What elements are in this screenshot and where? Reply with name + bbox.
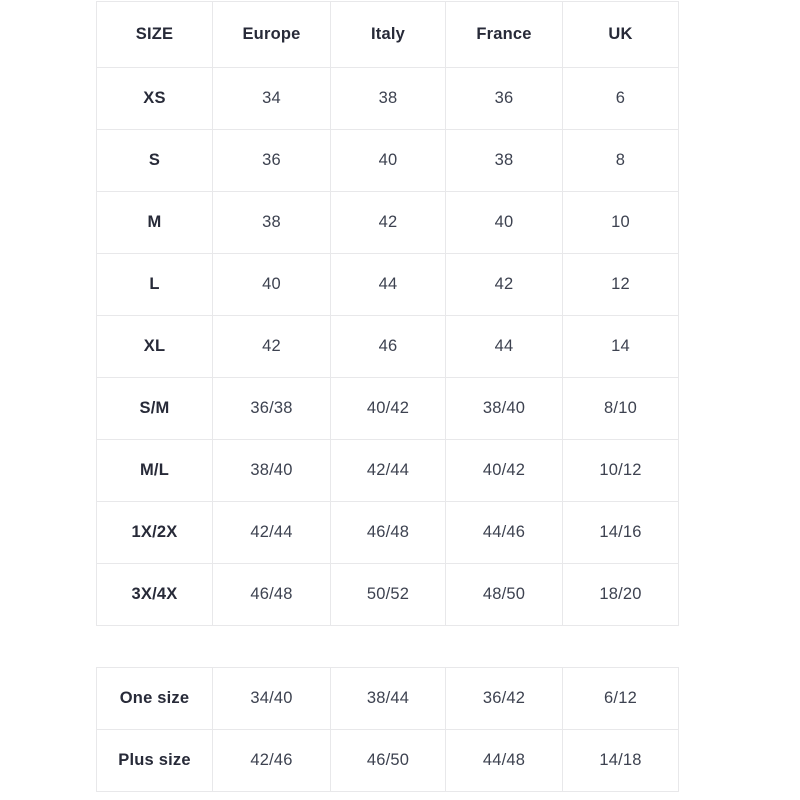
cell-italy: 44: [330, 253, 446, 316]
table-row: XL 42 46 44 14: [96, 315, 679, 378]
cell-italy: 46: [330, 315, 446, 378]
column-header-uk: UK: [562, 1, 679, 68]
cell-france: 44: [445, 315, 563, 378]
table-row: 3X/4X 46/48 50/52 48/50 18/20: [96, 563, 679, 626]
table-row: L 40 44 42 12: [96, 253, 679, 316]
row-label: One size: [96, 667, 213, 730]
cell-italy: 46/48: [330, 501, 446, 564]
row-label: XS: [96, 67, 213, 130]
cell-uk: 6/12: [562, 667, 679, 730]
cell-france: 44/46: [445, 501, 563, 564]
table-row: S 36 40 38 8: [96, 129, 679, 192]
cell-europe: 34/40: [212, 667, 331, 730]
table-body: One size 34/40 38/44 36/42 6/12 Plus siz…: [96, 667, 679, 792]
row-label: S: [96, 129, 213, 192]
column-header-europe: Europe: [212, 1, 331, 68]
cell-uk: 14/18: [562, 729, 679, 792]
cell-italy: 42/44: [330, 439, 446, 502]
table-body: XS 34 38 36 6 S 36 40 38 8 M 38 42: [96, 67, 679, 626]
row-label: L: [96, 253, 213, 316]
cell-france: 38: [445, 129, 563, 192]
cell-uk: 12: [562, 253, 679, 316]
table-row: 1X/2X 42/44 46/48 44/46 14/16: [96, 501, 679, 564]
cell-france: 40/42: [445, 439, 563, 502]
cell-europe: 36/38: [212, 377, 331, 440]
table-row: M 38 42 40 10: [96, 191, 679, 254]
table-row: M/L 38/40 42/44 40/42 10/12: [96, 439, 679, 502]
cell-france: 48/50: [445, 563, 563, 626]
cell-europe: 36: [212, 129, 331, 192]
row-label: 3X/4X: [96, 563, 213, 626]
cell-italy: 50/52: [330, 563, 446, 626]
cell-uk: 8: [562, 129, 679, 192]
cell-uk: 14/16: [562, 501, 679, 564]
column-header-france: France: [445, 1, 563, 68]
cell-france: 36/42: [445, 667, 563, 730]
standard-size-table-container: SIZE Europe Italy France UK XS 34 38 36 …: [96, 1, 679, 626]
cell-france: 38/40: [445, 377, 563, 440]
cell-italy: 40/42: [330, 377, 446, 440]
table-header: SIZE Europe Italy France UK: [96, 1, 679, 68]
cell-italy: 46/50: [330, 729, 446, 792]
one-size-table-container: One size 34/40 38/44 36/42 6/12 Plus siz…: [96, 667, 679, 792]
cell-europe: 42/44: [212, 501, 331, 564]
cell-europe: 38: [212, 191, 331, 254]
table-row: XS 34 38 36 6: [96, 67, 679, 130]
cell-italy: 38: [330, 67, 446, 130]
table-row: One size 34/40 38/44 36/42 6/12: [96, 667, 679, 730]
cell-italy: 38/44: [330, 667, 446, 730]
row-label: 1X/2X: [96, 501, 213, 564]
row-label: M/L: [96, 439, 213, 502]
cell-europe: 40: [212, 253, 331, 316]
cell-europe: 38/40: [212, 439, 331, 502]
cell-italy: 42: [330, 191, 446, 254]
table-row: S/M 36/38 40/42 38/40 8/10: [96, 377, 679, 440]
cell-uk: 10/12: [562, 439, 679, 502]
column-header-size: SIZE: [96, 1, 213, 68]
cell-uk: 18/20: [562, 563, 679, 626]
cell-europe: 46/48: [212, 563, 331, 626]
row-label: XL: [96, 315, 213, 378]
standard-size-table: SIZE Europe Italy France UK XS 34 38 36 …: [96, 1, 679, 626]
column-header-italy: Italy: [330, 1, 446, 68]
cell-europe: 34: [212, 67, 331, 130]
cell-europe: 42/46: [212, 729, 331, 792]
table-row: Plus size 42/46 46/50 44/48 14/18: [96, 729, 679, 792]
cell-uk: 8/10: [562, 377, 679, 440]
table-header-row: SIZE Europe Italy France UK: [96, 1, 679, 68]
row-label: M: [96, 191, 213, 254]
cell-france: 40: [445, 191, 563, 254]
cell-uk: 14: [562, 315, 679, 378]
one-size-table: One size 34/40 38/44 36/42 6/12 Plus siz…: [96, 667, 679, 792]
cell-italy: 40: [330, 129, 446, 192]
row-label: S/M: [96, 377, 213, 440]
cell-uk: 10: [562, 191, 679, 254]
cell-europe: 42: [212, 315, 331, 378]
cell-france: 44/48: [445, 729, 563, 792]
cell-france: 36: [445, 67, 563, 130]
cell-uk: 6: [562, 67, 679, 130]
row-label: Plus size: [96, 729, 213, 792]
cell-france: 42: [445, 253, 563, 316]
